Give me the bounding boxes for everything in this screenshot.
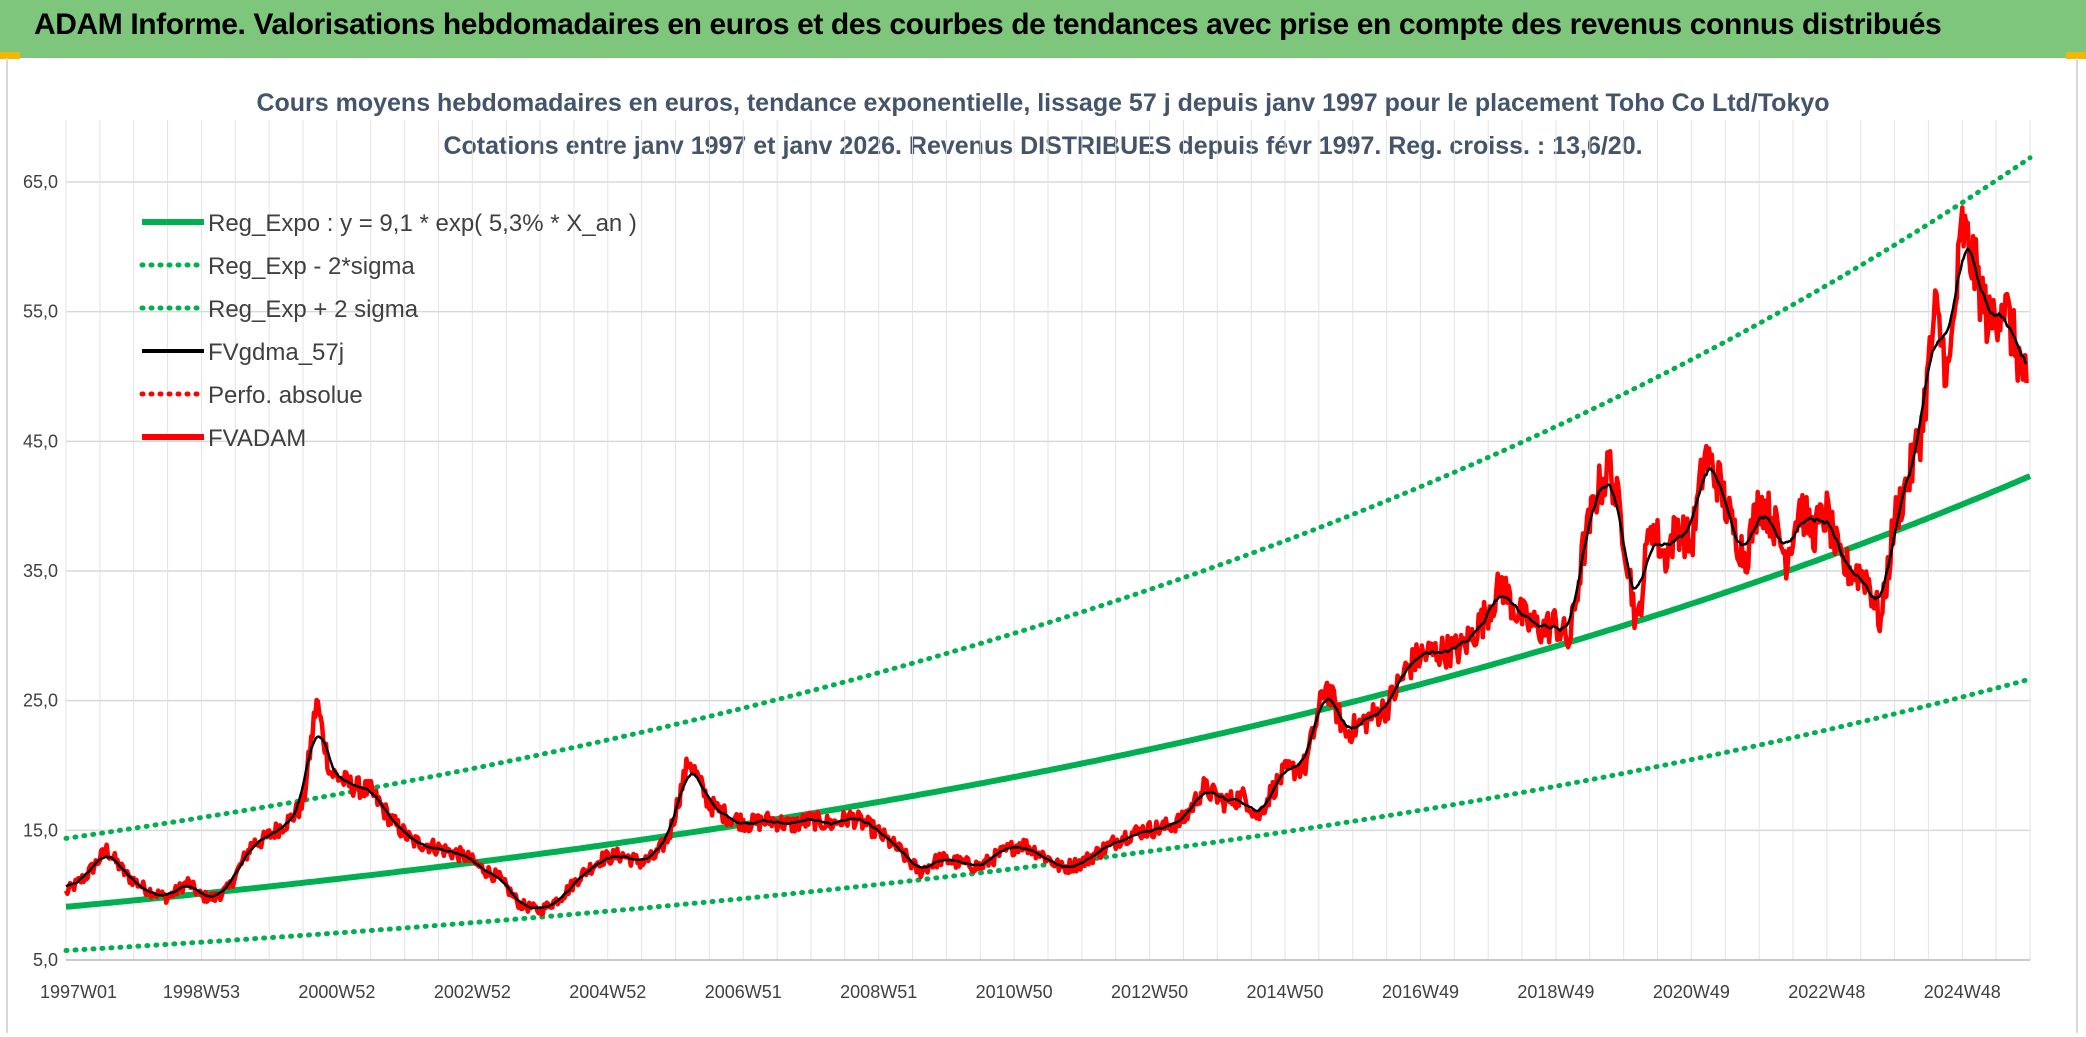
legend-label-high: Reg_Exp + 2 sigma [208,296,419,323]
chart-frame [6,58,2078,1033]
x-tick-label: 2020W49 [1653,982,1730,1002]
x-tick-label: 2006W51 [705,982,782,1002]
axes: 5,0 15,0 25,0 35,0 45,0 55,0 65,0 1997W01 1998W5… [23,172,2030,1002]
x-tick-label: 2008W51 [840,982,917,1002]
y-tick-label: 5,0 [33,950,58,970]
x-tick-label: 2024W48 [1924,982,2001,1002]
legend-label-low: Reg_Exp - 2*sigma [208,253,415,280]
y-tick-label: 45,0 [23,431,58,451]
header-banner: ADAM Informe. Valorisations hebdomadaire… [0,0,2086,58]
x-tick-label: 1998W53 [163,982,240,1002]
y-tick-label: 15,0 [23,820,58,840]
x-tick-label: 2010W50 [976,982,1053,1002]
x-tick-label: 2016W49 [1382,982,1459,1002]
x-tick-label: 2004W52 [569,982,646,1002]
reg-minus-2sigma-line [63,676,2033,953]
legend-label-perfo: Perfo. absolue [208,382,363,409]
y-tick-label: 35,0 [23,561,58,581]
reg-plus-2sigma-line [63,155,2033,841]
x-tick-label: 2014W50 [1247,982,1324,1002]
legend: Reg_Expo : y = 9,1 * exp( 5,3% * X_an ) R… [139,210,637,452]
chart-title: Cours moyens hebdomadaires en euros, ten… [256,89,1829,117]
legend-label-mma: FVgdma_57j [208,339,344,366]
corner-accent-left [0,52,20,59]
x-tick-label: 2018W49 [1517,982,1594,1002]
reg-expo-line [65,473,2032,910]
legend-label-price: FVADAM [208,425,306,452]
banner-title: ADAM Informe. Valorisations hebdomadaire… [34,8,1942,41]
x-tick-label: 2002W52 [434,982,511,1002]
x-tick-label: 2000W52 [298,982,375,1002]
chart-subtitle: Cotations entre janv 1997 et janv 2026. … [443,132,1642,160]
corner-accent-right [2066,52,2086,59]
legend-label-reg: Reg_Expo : y = 9,1 * exp( 5,3% * X_an ) [208,210,637,237]
fvadam-line [63,205,2029,917]
fvgdma-57j-line [65,247,2028,910]
x-tick-label: 2012W50 [1111,982,1188,1002]
x-tick-label: 2022W48 [1788,982,1865,1002]
y-tick-label: 55,0 [23,302,58,322]
x-tick-label: 1997W01 [40,982,117,1002]
y-tick-label: 65,0 [23,172,58,192]
y-tick-label: 25,0 [23,691,58,711]
grid [65,120,2031,961]
series [63,155,2033,953]
